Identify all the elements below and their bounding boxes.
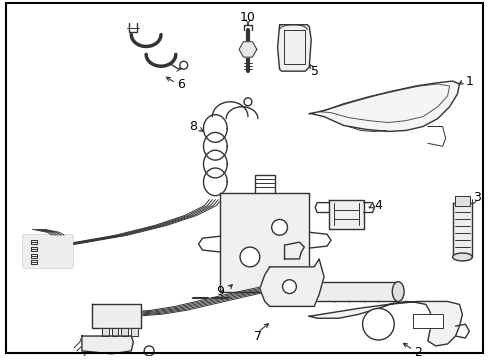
Polygon shape xyxy=(239,42,256,57)
Polygon shape xyxy=(308,301,462,346)
Text: 5: 5 xyxy=(310,65,319,78)
Polygon shape xyxy=(102,328,108,336)
Polygon shape xyxy=(121,328,128,336)
Polygon shape xyxy=(328,200,363,229)
Circle shape xyxy=(282,280,296,293)
Text: 7: 7 xyxy=(253,329,261,343)
Polygon shape xyxy=(22,235,72,267)
Polygon shape xyxy=(259,259,324,306)
Polygon shape xyxy=(451,203,471,257)
Text: 4: 4 xyxy=(374,199,382,212)
Polygon shape xyxy=(284,242,304,259)
Polygon shape xyxy=(308,282,397,301)
Circle shape xyxy=(180,61,187,69)
Polygon shape xyxy=(308,81,459,131)
Text: 2: 2 xyxy=(413,346,421,359)
Polygon shape xyxy=(131,328,138,336)
Polygon shape xyxy=(92,305,141,328)
Polygon shape xyxy=(277,25,310,71)
Circle shape xyxy=(240,247,259,267)
Text: 8: 8 xyxy=(189,120,197,133)
Ellipse shape xyxy=(451,253,471,261)
Circle shape xyxy=(362,309,393,340)
Polygon shape xyxy=(412,314,442,328)
Text: 9: 9 xyxy=(216,285,224,298)
Polygon shape xyxy=(111,328,118,336)
Text: 1: 1 xyxy=(465,75,472,87)
Polygon shape xyxy=(454,196,469,206)
Circle shape xyxy=(244,98,251,106)
Polygon shape xyxy=(82,336,133,354)
Text: 3: 3 xyxy=(472,191,480,204)
Circle shape xyxy=(271,219,287,235)
Text: 10: 10 xyxy=(240,11,255,24)
Ellipse shape xyxy=(391,282,403,301)
Circle shape xyxy=(144,346,154,356)
Polygon shape xyxy=(220,193,308,292)
Text: 6: 6 xyxy=(177,77,184,90)
